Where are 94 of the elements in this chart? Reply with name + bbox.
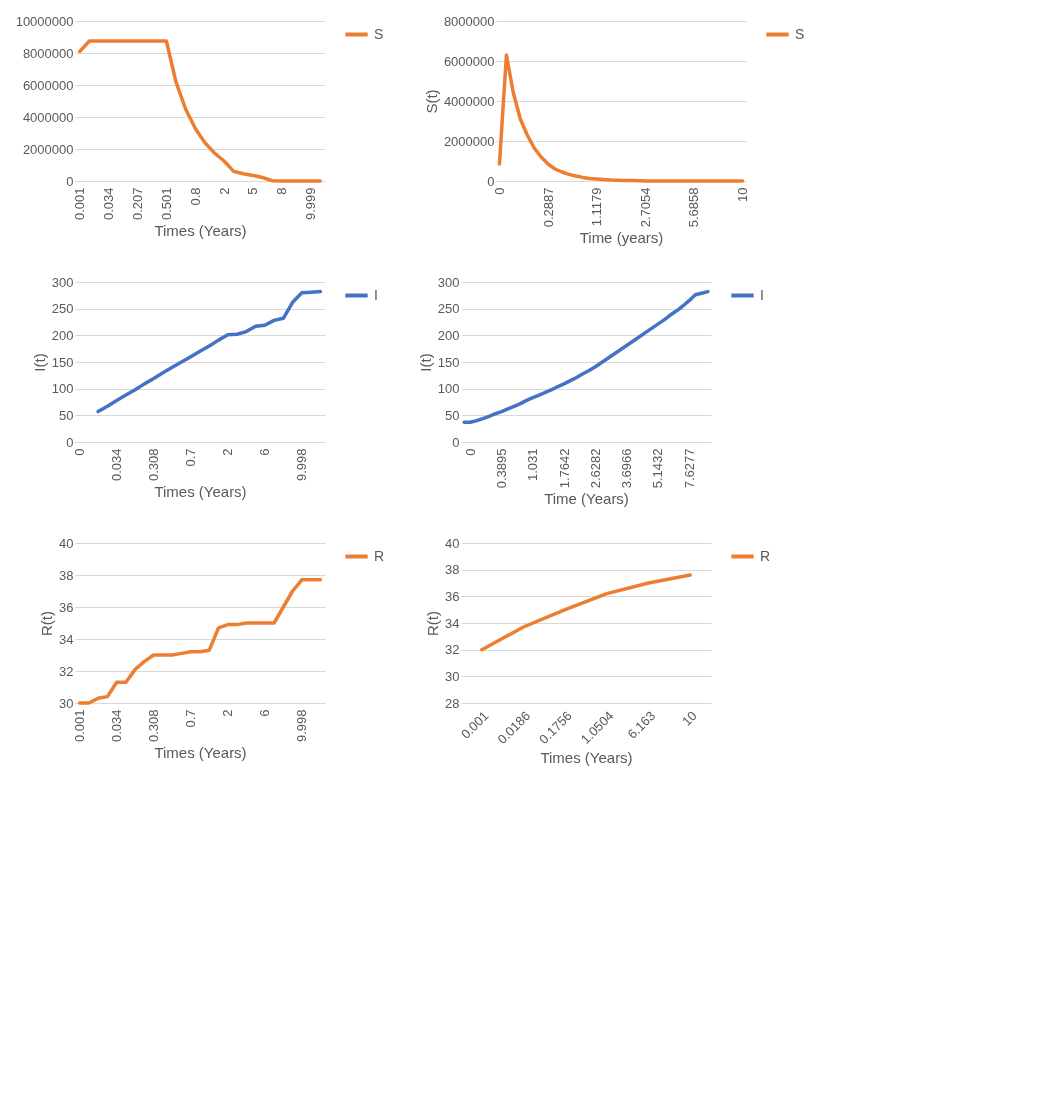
x-tick-label: 0.034 [109, 448, 125, 482]
x-axis-title: Times (Years) [154, 222, 247, 240]
y-tick-label: 38 [445, 562, 460, 578]
x-tick-label: 2 [216, 187, 232, 195]
x-tick-label: 0.501 [158, 187, 174, 221]
x-tick-label: 2.6282 [587, 448, 603, 489]
x-tick-label: 9.998 [294, 709, 310, 743]
y-tick-label: 40 [445, 535, 460, 551]
y-tick-label: 100 [437, 381, 460, 397]
x-tick-label: 10 [735, 187, 751, 202]
y-tick-label: 200 [437, 327, 460, 343]
x-tick-label: 6 [257, 448, 273, 456]
y-tick-label: 34 [59, 631, 74, 647]
x-tick-label: 7.6277 [681, 448, 697, 489]
y-tick-label: 6000000 [443, 53, 495, 69]
y-tick-label: 40 [59, 535, 74, 551]
x-tick-label: 0 [72, 448, 88, 456]
line-series [480, 573, 692, 652]
line-series [497, 53, 745, 183]
x-tick-label: 10 [679, 708, 700, 729]
y-tick-label: 30 [59, 695, 74, 711]
x-tick-label: 0.308 [146, 448, 162, 482]
y-tick-label: 150 [437, 354, 460, 370]
line-series [96, 289, 323, 414]
x-tick-label: 0.034 [109, 709, 125, 743]
x-tick-label: 5 [245, 187, 261, 195]
y-tick-label: 8000000 [22, 45, 74, 61]
x-tick-label: 2.7054 [637, 187, 653, 228]
y-tick-label: 38 [59, 567, 74, 583]
x-tick-label: 5.1432 [650, 448, 666, 489]
x-tick-label: 0.8 [187, 187, 203, 206]
y-tick-label: 200 [51, 327, 74, 343]
x-axis-title: Time (Years) [544, 490, 629, 508]
x-tick-label: 0.308 [146, 709, 162, 743]
x-tick-label: 0.001 [72, 709, 88, 743]
y-tick-label: 2000000 [443, 133, 495, 149]
y-axis-title: R(t) [424, 611, 442, 636]
x-tick-label: 6 [257, 709, 273, 717]
x-tick-label: 1.7642 [556, 448, 572, 489]
legend-label: R [374, 547, 385, 564]
x-tick-label: 2 [220, 709, 236, 717]
y-tick-label: 36 [445, 588, 460, 604]
x-axis-title: Times (Years) [540, 748, 633, 766]
y-tick-label: 300 [51, 274, 74, 290]
y-tick-label: 150 [51, 354, 74, 370]
x-tick-label: 2 [220, 448, 236, 456]
line-series [77, 578, 323, 705]
x-tick-label: 0.207 [130, 187, 145, 221]
line-series [462, 289, 710, 425]
y-tick-label: 4000000 [22, 109, 74, 125]
x-axis-title: Times (Years) [154, 483, 247, 501]
x-tick-label: 0.034 [101, 187, 117, 221]
legend-label: I [374, 286, 378, 303]
x-axis-title: Time (years) [579, 229, 664, 247]
x-tick-label: 1.1179 [589, 187, 605, 227]
x-tick-label: 0.001 [72, 187, 88, 221]
y-axis-title: S(t) [422, 89, 440, 114]
y-tick-label: 32 [59, 663, 74, 679]
y-tick-label: 32 [445, 642, 460, 658]
legend-label: I [760, 286, 764, 303]
y-tick-label: 50 [445, 407, 460, 423]
x-tick-label: 0.2887 [540, 187, 556, 228]
y-tick-label: 36 [59, 599, 74, 615]
y-tick-label: 6000000 [22, 77, 74, 93]
y-tick-label: 34 [445, 615, 460, 631]
y-tick-label: 300 [437, 274, 460, 290]
x-tick-label: 8 [274, 187, 290, 195]
x-tick-label: 0 [491, 187, 507, 195]
y-axis-title: I(t) [416, 353, 434, 372]
legend-label: R [760, 547, 771, 564]
x-tick-label: 9.999 [303, 187, 319, 221]
x-axis-title: Times (Years) [154, 744, 247, 762]
y-tick-label: 28 [445, 695, 460, 711]
y-tick-label: 250 [437, 301, 460, 317]
y-axis-title: R(t) [38, 611, 56, 636]
legend-label: S [795, 25, 805, 42]
y-tick-label: 250 [51, 301, 74, 317]
x-tick-label: 3.6966 [619, 448, 635, 489]
x-tick-label: 5.6858 [686, 187, 702, 228]
y-tick-label: 10000000 [15, 13, 74, 29]
y-tick-label: 2000000 [22, 141, 74, 157]
line-series [78, 39, 322, 183]
y-tick-label: 100 [51, 381, 74, 397]
x-tick-label: 9.998 [294, 448, 310, 482]
y-tick-label: 8000000 [443, 13, 495, 29]
x-tick-label: 1.031 [525, 448, 541, 482]
y-tick-label: 30 [445, 668, 460, 684]
x-tick-label: 0.7 [183, 709, 199, 728]
y-tick-label: 50 [59, 407, 74, 423]
y-tick-label: 4000000 [443, 93, 495, 109]
x-tick-label: 0.3895 [494, 448, 510, 489]
x-tick-label: 0.7 [183, 448, 199, 467]
y-axis-title: I(t) [30, 353, 48, 372]
legend-label: S [374, 25, 384, 42]
